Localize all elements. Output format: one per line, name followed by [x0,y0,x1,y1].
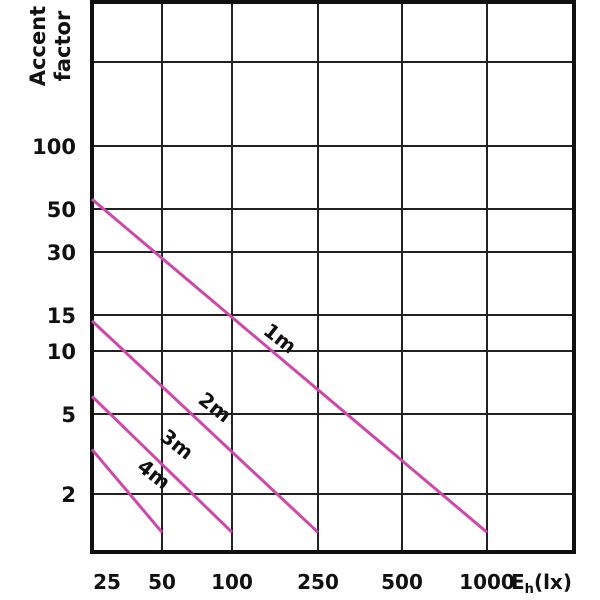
x-tick-label: 100 [211,570,253,594]
series-lines [90,198,488,534]
x-tick-label: 1000 [459,570,515,594]
x-unit-suffix: (lx) [534,570,572,594]
y-tick-labels: 100 50 30 15 10 5 2 [32,135,76,507]
y-tick-label: 50 [47,198,76,222]
series-line-3m [90,395,234,534]
y-tick-label: 15 [47,304,76,328]
x-tick-label: 500 [381,570,423,594]
y-axis-label-line2: factor [51,10,75,81]
y-tick-label: 30 [47,241,76,265]
y-tick-label: 5 [61,403,76,427]
x-unit-sub: h [525,582,534,597]
x-tick-label: 25 [93,570,121,594]
y-tick-label: 100 [32,135,76,159]
series-label-1m: 1m [259,318,301,358]
x-tick-label: 50 [148,570,176,594]
grid [92,2,574,552]
series-label-4m: 4m [133,454,175,494]
series-line-1m [91,198,488,534]
x-unit-main: E [511,570,525,594]
plot-border [90,0,576,554]
series-line-4m [90,448,164,534]
y-axis-label: Accent factor [26,6,75,86]
x-axis-unit-label: Eh(lx) [511,570,572,597]
y-axis-label-line1: Accent [26,6,50,86]
x-tick-label: 250 [297,570,339,594]
y-tick-label: 2 [61,483,76,507]
series-line-2m [90,319,320,534]
plot-frame [90,0,576,554]
y-tick-label: 10 [47,340,76,364]
x-tick-labels: 25 50 100 250 500 1000 [93,570,515,594]
